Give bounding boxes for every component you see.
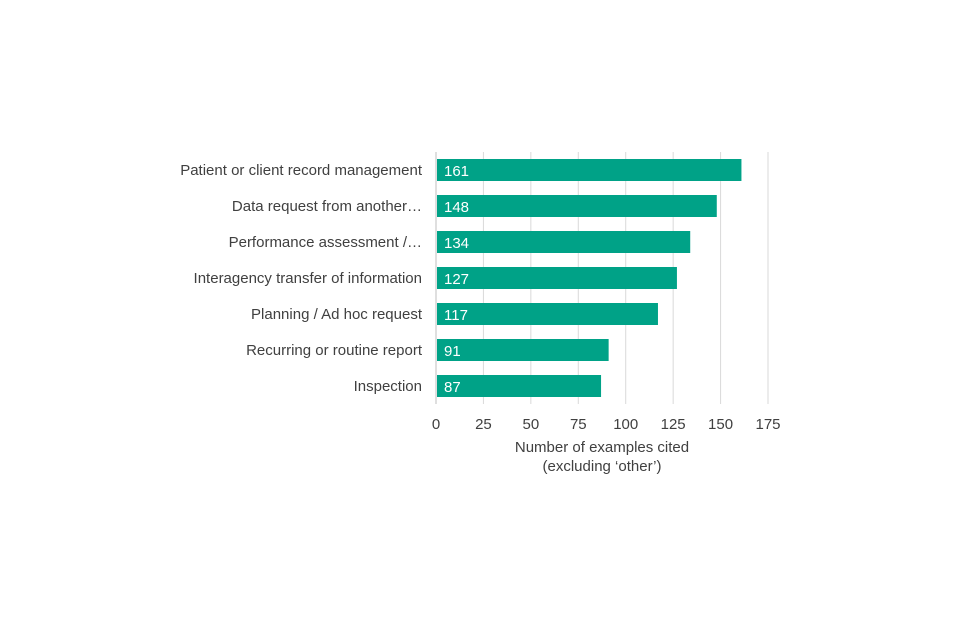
category-label: Recurring or routine report <box>246 342 423 359</box>
x-tick-label: 175 <box>755 416 780 433</box>
bar <box>437 303 658 325</box>
x-tick-label: 25 <box>475 416 492 433</box>
bar-value-label: 127 <box>444 271 469 288</box>
category-label: Patient or client record management <box>180 162 423 179</box>
x-axis-label-line-1: Number of examples cited <box>515 439 689 456</box>
bar-value-label: 87 <box>444 379 461 396</box>
category-label: Performance assessment /… <box>229 234 422 251</box>
bar <box>437 267 677 289</box>
bar-value-label: 117 <box>444 307 468 324</box>
bar-value-label: 148 <box>444 199 469 216</box>
x-tick-label: 75 <box>570 416 587 433</box>
category-label: Data request from another… <box>232 198 422 215</box>
x-tick-label: 150 <box>708 416 733 433</box>
category-label: Planning / Ad hoc request <box>251 306 423 323</box>
category-labels: Patient or client record management Data … <box>180 162 423 395</box>
bar <box>437 159 742 181</box>
x-tick-label: 125 <box>661 416 686 433</box>
bar <box>437 375 602 397</box>
x-tick-label: 50 <box>523 416 540 433</box>
bar <box>437 339 609 361</box>
bars <box>437 159 742 397</box>
x-tick-labels: 0 25 50 75 100 125 150 175 <box>432 416 781 433</box>
x-tick-label: 100 <box>613 416 638 433</box>
bar <box>437 195 717 217</box>
bar-value-label: 91 <box>444 343 461 360</box>
category-label: Inspection <box>354 378 422 395</box>
x-axis-label-line-2: (excluding ‘other’) <box>543 458 662 475</box>
data-labels: 161 148 134 127 117 91 87 <box>444 163 469 396</box>
bar-value-label: 161 <box>444 163 469 180</box>
bar <box>437 231 691 253</box>
category-label: Interagency transfer of information <box>194 270 422 287</box>
bar-value-label: 134 <box>444 235 469 252</box>
x-tick-label: 0 <box>432 416 440 433</box>
